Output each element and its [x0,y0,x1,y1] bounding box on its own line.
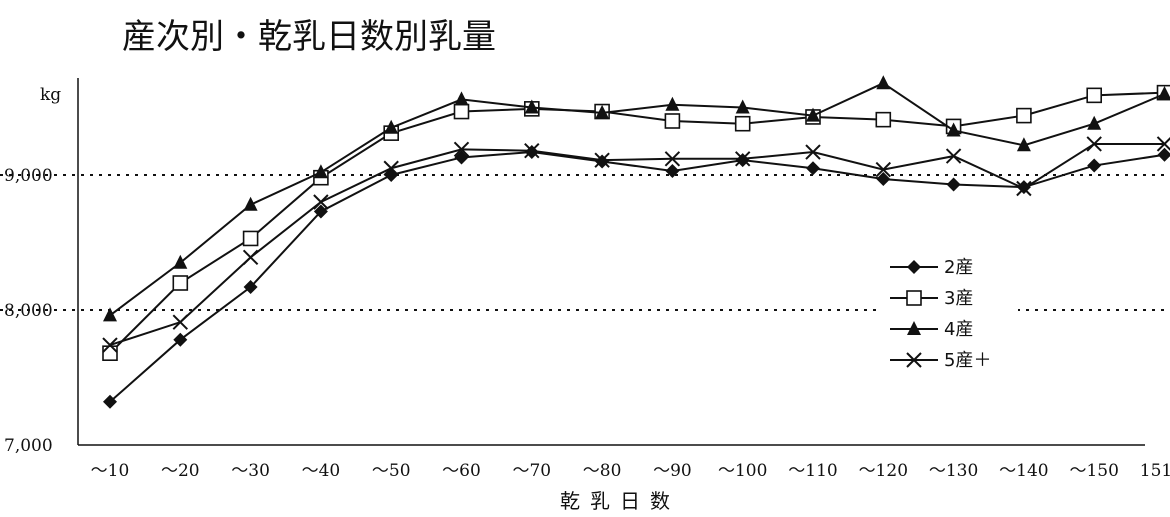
data-point-square [734,115,751,132]
x-tick-label: ～110 [788,461,837,481]
data-point-triangle [665,96,680,111]
x-tick-label: ～60 [442,461,481,481]
data-point-triangle [384,119,399,134]
legend-marker-square [906,290,922,306]
legend: 2産 3産 4産 5産＋ [890,257,991,371]
data-point-diamond [313,204,328,219]
x-tick-label: ～140 [999,461,1048,481]
data-point-triangle [595,104,610,119]
data-point-diamond [1087,158,1102,173]
x-tick-label: ～130 [929,461,978,481]
y-unit-label: kg [40,85,61,105]
data-point-diamond [454,150,469,165]
x-axis-label: 乾乳日数 [560,489,680,513]
legend-label: 2産 [944,257,973,278]
legend-marker-x [906,352,922,368]
series-layer [102,75,1170,409]
data-point-x [102,337,118,353]
chart-title: 産次別・乾乳日数別乳量 [122,17,496,57]
data-point-x [734,151,751,167]
x-tick-label: ～100 [718,461,767,481]
legend-marker-diamond [907,260,921,274]
data-point-triangle [103,307,117,322]
data-point-triangle [454,91,469,106]
legend-item: 2産 [890,257,973,278]
data-point-diamond [806,161,820,176]
x-tick-label: ～10 [91,461,130,481]
data-point-x [524,142,540,159]
data-point-x [594,152,610,168]
x-tick-label: ～80 [583,461,622,481]
data-point-square [242,230,259,247]
data-point-x [1086,136,1102,152]
data-point-square [664,113,681,129]
y-tick-label: 7,000 [4,436,53,456]
data-point-square [172,275,189,291]
data-point-square [1086,87,1102,104]
data-point-square [875,111,892,128]
x-tick-labels: ～10 ～20 ～30 ～40 ～50 ～60 ～70 ～80 ～90 ～100 ～110 ～120 ～… [91,461,1170,481]
data-point-x [383,160,399,176]
data-point-square [453,103,470,120]
data-point-x [1156,136,1170,152]
legend-item: 3産 [890,288,973,309]
x-tick-label: ～50 [372,461,411,481]
data-point-triangle [1157,86,1170,100]
legend-label: 5産＋ [944,350,991,371]
legend-label: 3産 [944,288,973,309]
data-point-x [805,144,821,160]
data-point-square [102,345,118,362]
series-line-4 [109,82,1165,317]
data-point-triangle [806,107,820,122]
legend-marker-triangle [907,321,921,335]
data-point-triangle [876,75,891,90]
data-point-x [875,161,892,178]
x-tick-label: ～120 [859,461,908,481]
y-tick-labels: 7,000 8,000 9,000 [4,166,53,456]
data-point-x [172,314,189,330]
data-point-triangle [524,99,539,114]
data-point-triangle [735,99,750,114]
data-point-diamond [103,394,117,409]
y-tick-label: 9,000 [4,166,53,186]
y-tick-label: 8,000 [4,301,53,321]
data-point-diamond [665,163,680,178]
legend-item: 5産＋ [890,350,991,371]
data-point-x [453,141,470,158]
x-tick-label: ～30 [231,461,270,481]
legend-label: 4産 [944,319,973,340]
legend-item: 4産 [890,319,973,340]
series-line-5 [109,142,1165,347]
data-point-triangle [946,122,961,137]
data-point-diamond [946,177,961,192]
data-point-triangle [173,254,188,269]
data-point-x [242,249,259,266]
series-line-3 [109,91,1165,354]
data-point-triangle [243,196,258,211]
x-tick-label: ～70 [512,461,551,481]
data-point-x [664,151,681,167]
data-point-x [1016,180,1032,197]
data-point-diamond [243,280,258,295]
data-point-x [945,148,962,164]
series-line-2 [109,151,1165,403]
data-point-triangle [313,164,328,179]
x-tick-label: ～20 [161,461,200,481]
legend-background [878,250,1018,378]
data-point-diamond [876,172,891,187]
data-point-triangle [1087,115,1102,130]
x-tick-label: 151～ [1140,461,1170,481]
data-point-x [313,194,329,210]
data-point-square [1016,107,1032,124]
data-point-diamond [1157,147,1170,162]
series-5 [102,136,1170,353]
data-point-triangle [1016,137,1031,152]
series-4 [103,75,1170,322]
x-tick-label: ～90 [653,461,692,481]
x-tick-label: ～150 [1069,461,1118,481]
x-tick-label: ～40 [302,461,341,481]
data-point-diamond [173,332,188,347]
